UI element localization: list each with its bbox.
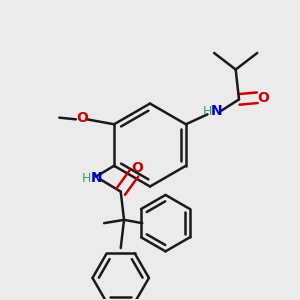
Text: N: N [211,104,223,118]
Text: O: O [76,111,88,125]
Text: H: H [203,104,212,118]
Text: N: N [91,171,103,185]
Text: H: H [82,172,92,185]
Text: O: O [131,161,143,176]
Text: O: O [257,91,269,105]
